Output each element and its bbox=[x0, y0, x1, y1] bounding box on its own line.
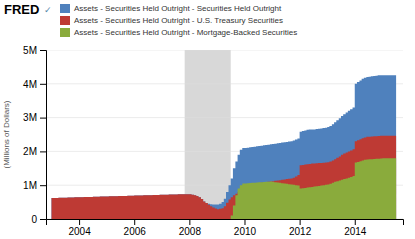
y-tick-mark bbox=[40, 219, 46, 220]
grid-line bbox=[46, 50, 403, 51]
area bbox=[52, 136, 397, 219]
legend-item: Assets - Securities Held Outright - U.S.… bbox=[60, 16, 283, 25]
y-tick-label: 5M bbox=[23, 45, 37, 56]
y-tick: 2M bbox=[23, 146, 46, 157]
y-tick-label: 4M bbox=[23, 79, 37, 90]
y-axis-title: (Millions of Dollars) bbox=[2, 100, 11, 168]
plot: 2004 2006 2008 2010 2012 2014 0 1M 2M 3M 4M 5M bbox=[23, 45, 403, 237]
x-tick: 2012 bbox=[289, 219, 312, 237]
annotation: ✓ bbox=[44, 5, 52, 15]
grid bbox=[46, 50, 403, 219]
x-tick-mark bbox=[300, 219, 301, 225]
y-tick: 5M bbox=[23, 45, 46, 56]
legend-item: Assets - Securities Held Outright - Mort… bbox=[60, 28, 297, 37]
x-tick-label: 2006 bbox=[124, 226, 147, 237]
x-tick-mark bbox=[355, 219, 356, 225]
y-tick: 1M bbox=[23, 180, 46, 191]
x-tick: 2004 bbox=[68, 219, 91, 237]
title: FRED bbox=[4, 2, 39, 17]
x-tick: 2010 bbox=[234, 219, 257, 237]
y-tick: 0 bbox=[31, 214, 46, 225]
x-tick-mark bbox=[79, 219, 80, 225]
y-tick-mark bbox=[40, 118, 46, 119]
y-tick-mark bbox=[40, 84, 46, 85]
y-tick-mark bbox=[40, 185, 46, 186]
grid-line bbox=[46, 83, 403, 84]
x-axis-line bbox=[47, 220, 404, 226]
legend-label: Assets - Securities Held Outright - U.S.… bbox=[74, 16, 283, 25]
shaded-range bbox=[185, 50, 231, 219]
legend-swatch bbox=[60, 4, 70, 13]
y-tick-label: 2M bbox=[23, 146, 37, 157]
y-tick-mark bbox=[40, 50, 46, 51]
x-tick-mark bbox=[244, 219, 245, 225]
x-tick: 2006 bbox=[124, 219, 147, 237]
x-tick-label: 2008 bbox=[179, 226, 202, 237]
y-axis-line bbox=[40, 51, 47, 220]
legend: Assets - Securities Held Outright - Secu… bbox=[60, 4, 297, 37]
y-tick-mark bbox=[40, 151, 46, 152]
y-tick-label: 1M bbox=[23, 180, 37, 191]
legend-label: Assets - Securities Held Outright - Secu… bbox=[74, 4, 282, 13]
area bbox=[52, 158, 397, 219]
x-tick-label: 2012 bbox=[289, 226, 312, 237]
area bbox=[52, 75, 397, 219]
legend-item: Assets - Securities Held Outright - Secu… bbox=[60, 4, 282, 13]
x-tick-label: 2014 bbox=[344, 226, 367, 237]
y-tick-label: 3M bbox=[23, 112, 37, 123]
legend-swatch bbox=[60, 28, 70, 37]
y-tick: 4M bbox=[23, 79, 46, 90]
x-axis: 2004 2006 2008 2010 2012 2014 bbox=[47, 219, 404, 237]
x-tick: 2008 bbox=[179, 219, 202, 237]
x-tick-label: 2004 bbox=[68, 226, 91, 237]
legend-swatch bbox=[60, 16, 70, 25]
y-tick: 3M bbox=[23, 112, 46, 123]
chart: FRED ✓ Assets - Securities Held Outright -… bbox=[0, 0, 415, 239]
x-tick-mark bbox=[134, 219, 135, 225]
y-axis: 0 1M 2M 3M 4M 5M bbox=[23, 45, 46, 225]
x-tick-mark bbox=[189, 219, 190, 225]
marks bbox=[46, 50, 403, 219]
x-tick: 2014 bbox=[344, 219, 367, 237]
x-tick-label: 2010 bbox=[234, 226, 257, 237]
legend-label: Assets - Securities Held Outright - Mort… bbox=[74, 28, 297, 37]
y-tick-label: 0 bbox=[31, 214, 37, 225]
